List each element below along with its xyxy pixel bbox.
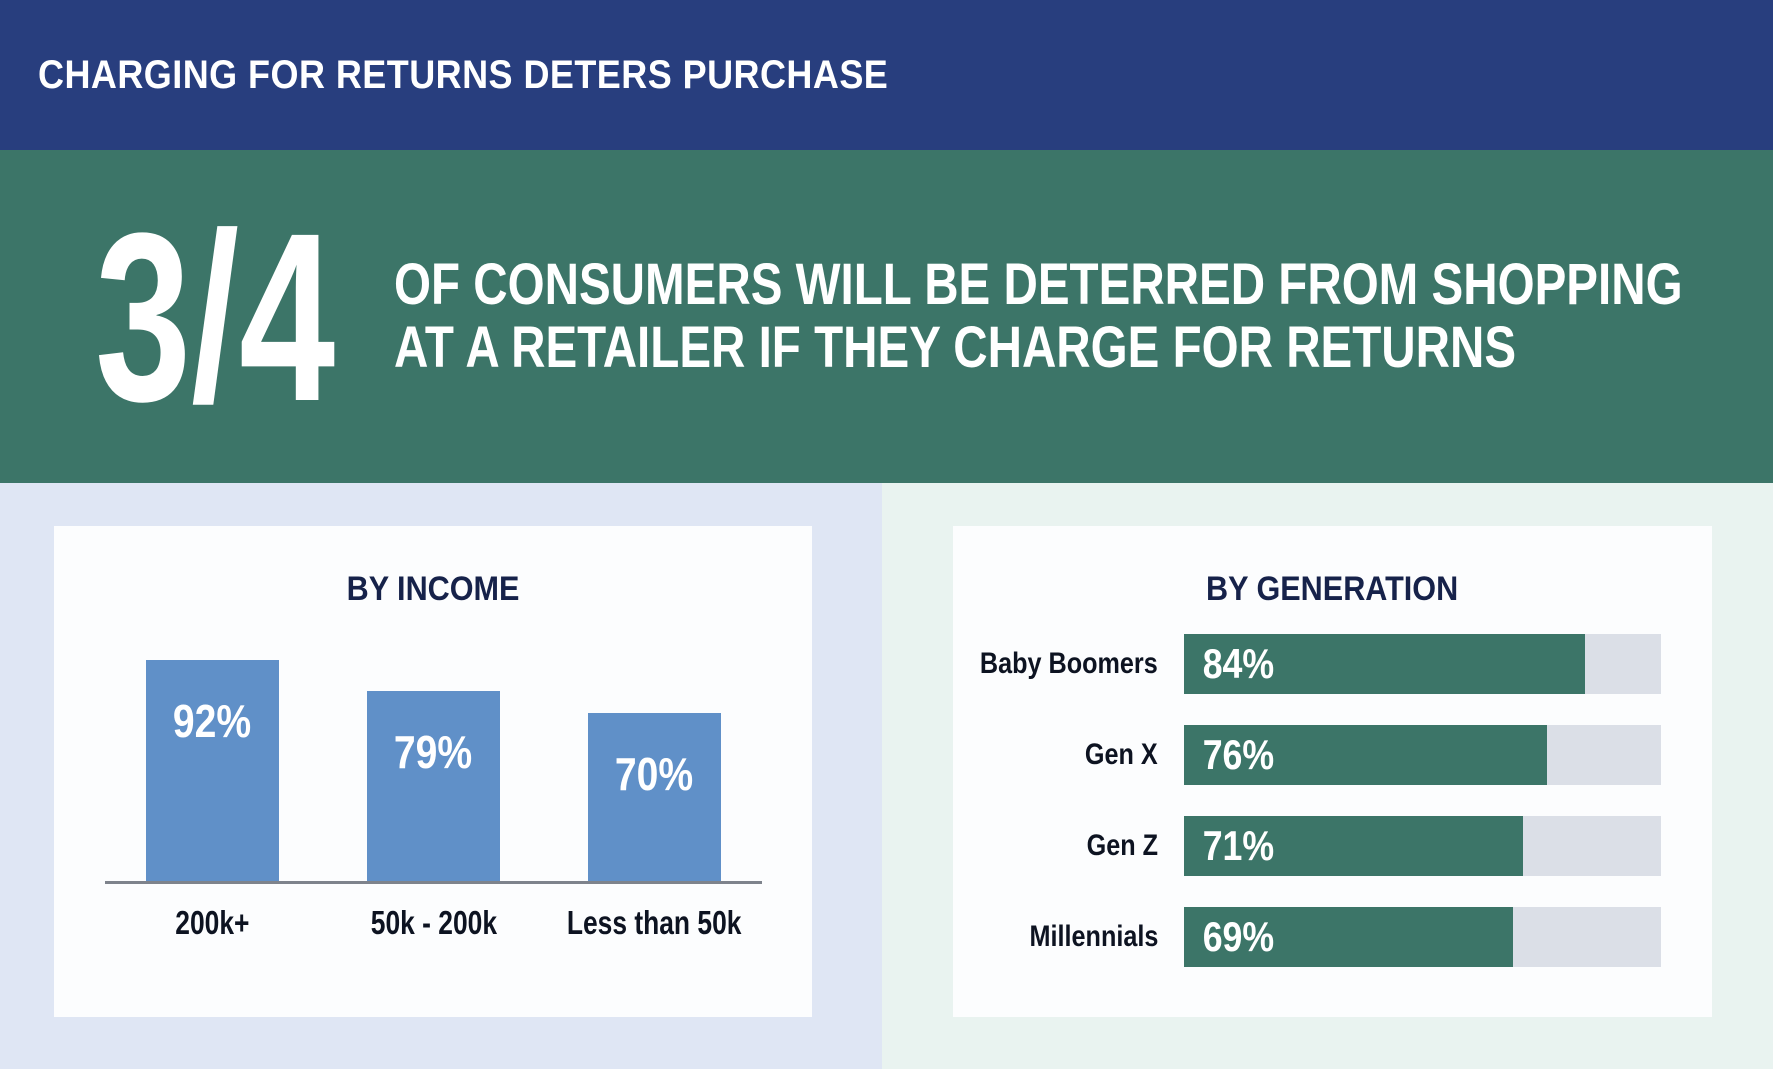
generation-bar-track: 69% [1184,907,1661,967]
income-category-label: Less than 50k [567,904,742,941]
hero-statement: OF CONSUMERS WILL BE DETERRED FROM SHOPP… [393,251,1773,380]
income-bar-value-label: 92% [173,695,252,748]
generation-category-label: Gen X [1085,738,1158,771]
income-bar-value-label: 79% [394,726,473,779]
header-bar: CHARGING FOR RETURNS DETERS PURCHASE [0,0,1773,150]
generation-category-label: Baby Boomers [980,647,1158,680]
hero-fraction: 3/4 [95,182,429,451]
generation-row-gen-z: Gen Z 71% [953,816,1661,876]
generation-bar-chart: Baby Boomers 84% Gen X 76% [953,634,1661,967]
generation-value-label: 76% [1202,731,1275,778]
income-bar-value-label: 70% [615,748,694,800]
generation-row-gen-x: Gen X 76% [953,725,1661,785]
header-title: CHARGING FOR RETURNS DETERS PURCHASE [38,53,983,98]
generation-value-label: 69% [1202,913,1275,960]
income-bar-less-than-50k: 70% [588,713,721,881]
generation-row-baby-boomers: Baby Boomers 84% [953,634,1661,694]
income-bar-chart: 92% 79% 70% [105,641,762,884]
hero-banner: 3/4 OF CONSUMERS WILL BE DETERRED FROM S… [0,150,1773,483]
income-category-label: 50k - 200k [370,904,497,941]
income-panel: BY INCOME 92% 79% 70% 200k+ 50k - 200k L… [0,483,882,1069]
generation-value-label: 84% [1202,640,1275,687]
income-card: BY INCOME 92% 79% 70% 200k+ 50k - 200k L… [54,526,812,1017]
header-title-text: CHARGING FOR RETURNS DETERS PURCHASE [38,52,889,97]
generation-bar-fill: 76% [1184,725,1547,785]
generation-row-millennials: Millennials 69% [953,907,1661,967]
income-category-label: 200k+ [175,904,250,941]
generation-bar-fill: 71% [1184,816,1523,876]
hero-fraction-text: 3/4 [95,182,336,451]
income-bar-200k-plus: 92% [146,660,279,881]
generation-value-label: 71% [1202,822,1275,869]
income-bar-50k-200k: 79% [367,691,500,881]
generation-bar-fill: 69% [1184,907,1514,967]
generation-panel: BY GENERATION Baby Boomers 84% Gen X 76% [882,483,1773,1069]
income-chart-title: BY INCOME [346,570,520,608]
generation-chart-title: BY GENERATION [1206,570,1459,608]
generation-category-label: Gen Z [1086,829,1158,862]
income-category-axis: 200k+ 50k - 200k Less than 50k [105,904,762,942]
hero-statement-line1: OF CONSUMERS WILL BE DETERRED FROM SHOPP… [393,251,1683,317]
generation-bar-track: 71% [1184,816,1661,876]
generation-card: BY GENERATION Baby Boomers 84% Gen X 76% [953,526,1712,1017]
generation-bar-fill: 84% [1184,634,1585,694]
generation-bar-track: 76% [1184,725,1661,785]
generation-bar-track: 84% [1184,634,1661,694]
generation-category-label: Millennials [1029,920,1158,953]
hero-statement-line2: AT A RETAILER IF THEY CHARGE FOR RETURNS [393,314,1516,380]
